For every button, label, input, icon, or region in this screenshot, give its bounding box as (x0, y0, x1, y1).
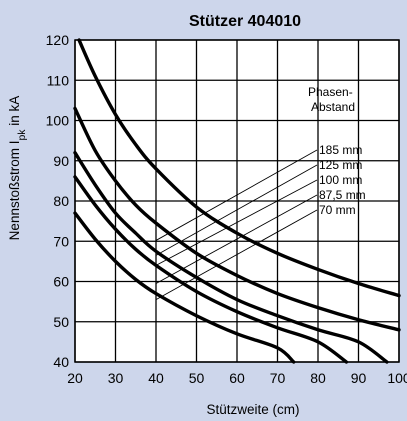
y-tick-labels: 40 50 60 70 80 90 100 110 120 (46, 32, 70, 370)
series-curve-4 (73, 211, 296, 364)
y-tick-5: 90 (53, 153, 69, 169)
y-tick-0: 40 (53, 354, 69, 370)
legend-title-line2: Abstand (311, 100, 355, 114)
legend-leader-0 (155, 149, 318, 241)
y-axis-label-main: Nennstoßstrom I (7, 141, 22, 241)
x-tick-3: 50 (189, 370, 205, 386)
y-tick-4: 80 (53, 193, 69, 209)
legend-leader-4 (155, 209, 318, 301)
y-tick-7: 110 (47, 72, 70, 88)
y-axis-label-sub: pk (16, 129, 28, 141)
x-tick-2: 40 (148, 370, 164, 386)
x-tick-1: 30 (108, 370, 124, 386)
y-tick-8: 120 (46, 32, 70, 48)
x-tick-labels: 20 30 40 50 60 70 80 90 100 (67, 370, 407, 386)
legend-leader-3 (155, 194, 318, 284)
chart-title: Stützer 404010 (189, 13, 301, 30)
legend-entry-2: 100 mm (319, 173, 362, 187)
y-tick-1: 50 (53, 314, 69, 330)
x-tick-5: 70 (270, 370, 286, 386)
series-curve-0 (77, 38, 401, 298)
x-tick-6: 80 (310, 370, 326, 386)
y-tick-2: 60 (53, 274, 69, 290)
x-tick-4: 60 (229, 370, 245, 386)
legend-entry-1: 125 mm (319, 158, 362, 172)
legend-leader-2 (155, 179, 318, 266)
legend-title-line1: Phasen- (308, 85, 353, 99)
legend-entry-4: 70 mm (319, 203, 356, 217)
y-axis-label: Nennstoßstrom Ipk in kA (7, 96, 28, 241)
legend-leader-lines (155, 149, 318, 301)
x-tick-0: 20 (67, 370, 83, 386)
y-tick-3: 70 (53, 233, 69, 249)
y-tick-6: 100 (46, 113, 70, 129)
series-curve-1 (73, 106, 401, 332)
legend-entry-3: 87,5 mm (319, 188, 366, 202)
y-axis-label-unit: in kA (7, 96, 22, 130)
series-curve-3 (73, 175, 349, 364)
x-axis-label: Stützweite (cm) (206, 402, 299, 417)
legend-leader-1 (155, 164, 318, 256)
x-tick-7: 90 (351, 370, 367, 386)
legend-entry-0: 185 mm (319, 143, 362, 157)
x-tick-8: 100 (387, 370, 407, 386)
